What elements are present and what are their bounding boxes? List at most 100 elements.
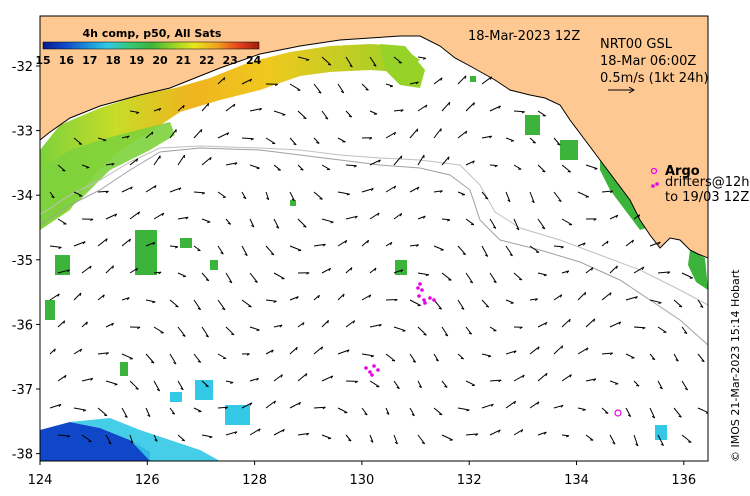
current-arrow-head: [604, 412, 609, 414]
current-arrow: [409, 128, 419, 139]
current-arrow: [537, 272, 547, 276]
current-arrow-head: [448, 279, 452, 281]
current-arrow: [337, 293, 345, 301]
current-arrow-head: [418, 385, 422, 389]
current-arrow: [601, 352, 613, 355]
current-arrow: [129, 110, 140, 113]
current-arrow: [577, 347, 589, 355]
current-arrow-head: [135, 388, 139, 390]
colorbar-tick-label: 17: [82, 54, 97, 67]
current-arrow: [481, 76, 492, 85]
current-arrow: [177, 216, 189, 220]
current-arrow: [201, 272, 210, 282]
current-arrow: [313, 294, 320, 301]
current-arrow-head: [378, 324, 382, 327]
current-arrow: [97, 137, 107, 141]
current-arrow-head: [684, 331, 688, 335]
current-arrow-head: [171, 412, 175, 415]
current-arrow: [201, 326, 209, 338]
current-arrow: [241, 137, 254, 140]
current-arrow: [417, 272, 429, 276]
current-arrow-head: [509, 253, 513, 257]
current-arrow: [57, 218, 67, 225]
current-arrow-head: [498, 105, 501, 109]
current-arrow: [529, 245, 540, 253]
current-arrow: [225, 162, 238, 166]
current-arrow-head: [222, 308, 226, 311]
current-arrow-head: [303, 117, 307, 120]
current-arrow-head: [462, 253, 466, 256]
current-arrow-head: [259, 108, 263, 111]
current-arrow-head: [174, 246, 179, 249]
current-arrow-head: [636, 384, 640, 387]
current-arrow: [481, 299, 490, 308]
current-arrow-head: [67, 269, 70, 273]
current-arrow-head: [112, 265, 114, 269]
current-arrow-head: [114, 383, 118, 386]
current-arrow: [273, 164, 281, 171]
current-arrow-head: [398, 62, 402, 64]
current-arrow: [345, 164, 357, 167]
current-arrow-head: [209, 157, 212, 161]
current-arrow: [457, 245, 466, 255]
current-arrow: [537, 164, 546, 173]
current-arrow-head: [330, 221, 334, 224]
current-arrow-head: [402, 330, 406, 332]
current-arrow-head: [322, 243, 326, 247]
current-arrow-head: [293, 143, 297, 146]
current-arrow-head: [86, 167, 90, 169]
current-arrow: [657, 326, 667, 333]
current-arrow-head: [136, 158, 139, 162]
colorbar-tick-label: 24: [246, 54, 262, 67]
current-arrow: [393, 109, 404, 112]
current-arrow: [81, 265, 92, 274]
current-arrow: [177, 272, 187, 277]
current-arrow-head: [448, 102, 451, 106]
current-arrow-head: [270, 253, 275, 256]
colorbar-tick-label: 15: [35, 54, 50, 67]
colorbar-ticks: 15 16 17 18 19 20 21 22 23 24: [35, 54, 261, 67]
current-arrow: [417, 56, 426, 59]
x-tick-label: 128: [242, 473, 267, 488]
current-arrow: [289, 137, 297, 146]
current-arrow: [465, 102, 475, 112]
current-arrow: [417, 434, 426, 445]
current-arrow-head: [318, 91, 322, 94]
current-arrow-head: [425, 104, 428, 108]
current-arrow: [529, 346, 540, 355]
current-arrow-head: [230, 382, 234, 384]
current-arrow: [313, 191, 323, 200]
current-arrow-head: [135, 267, 139, 272]
current-arrow: [273, 218, 280, 229]
current-arrow: [433, 128, 442, 139]
current-arrow: [585, 267, 594, 274]
current-arrow-head: [490, 403, 494, 407]
current-arrow-head: [473, 102, 475, 106]
current-arrow-head: [411, 413, 415, 417]
current-arrow: [73, 348, 82, 355]
current-arrow: [361, 353, 374, 357]
current-arrow: [145, 185, 157, 193]
current-arrow: [385, 241, 393, 247]
current-arrow-head: [606, 240, 609, 244]
current-arrow-head: [340, 90, 345, 94]
current-arrow: [49, 348, 56, 355]
current-arrow-head: [389, 85, 394, 88]
current-arrow-head: [224, 406, 228, 410]
current-arrow-head: [282, 114, 286, 116]
current-arrow: [241, 299, 252, 308]
current-arrow-head: [659, 386, 663, 390]
current-arrow-head: [466, 409, 470, 412]
current-arrow: [289, 346, 298, 355]
current-arrow-head: [370, 188, 374, 191]
current-arrow-head: [658, 302, 662, 304]
current-arrow: [433, 299, 442, 310]
current-arrow: [345, 215, 358, 220]
current-arrow-head: [197, 307, 201, 311]
current-arrow: [489, 379, 502, 382]
current-arrow-head: [233, 103, 236, 108]
current-arrow: [201, 434, 213, 438]
current-arrow: [153, 107, 162, 112]
current-arrow-head: [276, 226, 280, 229]
current-arrow: [681, 326, 688, 334]
